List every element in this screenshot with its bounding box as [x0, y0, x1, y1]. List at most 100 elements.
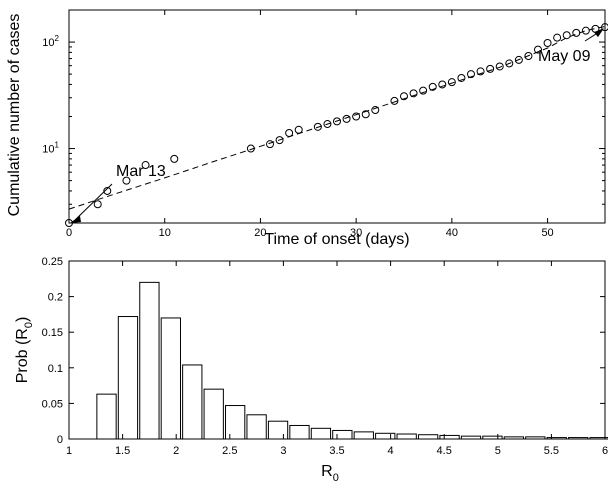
x-tick-label: 1: [66, 445, 72, 457]
bar: [503, 436, 525, 440]
data-point: [601, 23, 608, 32]
cases-plot-frame: [68, 9, 606, 224]
data-point: [93, 200, 102, 209]
tick-exponent: 1: [55, 141, 60, 150]
data-point: [266, 140, 274, 149]
probability-panel: 1 1.5 2 2.5 3 3.5 4 4.5 5 5.5 6 0 0.05 0.1 0.15 0.2 0.2…: [14, 256, 608, 484]
data-point: [400, 92, 408, 101]
data-point: [534, 45, 542, 54]
annotation-arrow-line: [72, 183, 113, 223]
tick-base: 10: [42, 37, 54, 49]
data-point: [514, 55, 523, 64]
x-axis-title-subscript: 0: [333, 472, 339, 484]
data-point: [294, 125, 303, 134]
x-tick-label: 6: [602, 445, 608, 457]
data-point: [285, 128, 294, 137]
x-axis-ticks: 0 10 20 30 40 50: [66, 10, 554, 239]
x-tick-label: 3.5: [329, 445, 344, 457]
y-tick-label: 0.05: [42, 398, 63, 410]
bar: [203, 388, 224, 440]
bar: [525, 436, 546, 440]
data-point: [361, 110, 370, 119]
data-point: [505, 59, 514, 68]
x-tick-label: 30: [350, 227, 362, 239]
x-tick-label: 5.5: [544, 445, 559, 457]
tick-base: 10: [42, 144, 54, 156]
bar: [439, 434, 460, 440]
x-tick-label: 4.5: [437, 445, 452, 457]
fit-line: [68, 26, 606, 210]
bars-layer: [96, 281, 608, 440]
data-point: [275, 136, 284, 145]
y-tick-label: 0.25: [42, 256, 63, 268]
bar: [160, 317, 181, 440]
data-point: [342, 114, 351, 123]
data-point: [562, 31, 571, 40]
data-point: [553, 33, 562, 42]
fit-line-layer: [68, 26, 606, 210]
x-tick-label: 1.5: [115, 445, 130, 457]
y-tick-label: 0: [57, 434, 63, 446]
x-tick-label: 5: [495, 445, 501, 457]
y-axis-title: Prob (R0): [14, 317, 35, 384]
bar: [460, 435, 482, 440]
data-point: [486, 64, 495, 73]
bar: [482, 435, 503, 440]
y-tick-label: 102: [42, 34, 59, 49]
data-point: [390, 96, 399, 105]
bar: [332, 429, 353, 440]
data-point: [467, 70, 475, 79]
bar: [182, 364, 203, 440]
bar: [568, 437, 589, 440]
y-axis-title-main: Prob (R: [14, 328, 31, 383]
data-point: [438, 80, 447, 89]
data-point: [333, 117, 341, 126]
bar: [96, 393, 117, 440]
data-point: [371, 106, 380, 115]
data-point: [122, 176, 131, 185]
bar: [246, 414, 267, 440]
bar: [353, 431, 374, 440]
data-point: [543, 38, 552, 47]
bar: [589, 437, 608, 440]
data-point: [323, 120, 332, 129]
x-tick-label: 0: [66, 227, 72, 239]
data-point: [572, 28, 581, 37]
x-tick-label: 2: [173, 445, 179, 457]
bar: [546, 437, 567, 440]
data-point: [524, 51, 533, 60]
x-axis-title: Time of onset (days): [264, 231, 409, 248]
bar: [417, 434, 439, 440]
x-axis-title: R0: [321, 463, 339, 484]
data-point: [352, 112, 361, 121]
bar: [289, 424, 310, 440]
x-axis-ticks: 1 1.5 2 2.5 3 3.5 4 4.5 5 5.5 6: [66, 261, 608, 457]
x-tick-label: 4: [388, 445, 394, 457]
y-axis-title-subscript: 0: [23, 322, 35, 328]
data-point: [476, 67, 485, 76]
x-axis-title-main: R: [321, 463, 333, 480]
data-point: [103, 186, 112, 195]
tick-exponent: 2: [55, 34, 60, 43]
x-tick-label: 20: [254, 227, 266, 239]
annotation-arrowhead: [70, 216, 81, 223]
data-point: [581, 26, 590, 35]
x-tick-label: 2.5: [222, 445, 237, 457]
annotation-label: Mar 13: [116, 163, 166, 180]
y-tick-label: 0.2: [48, 292, 63, 304]
bar: [139, 281, 160, 440]
data-point: [428, 82, 437, 91]
bar: [267, 420, 289, 440]
annotation-arrowhead: [594, 28, 604, 38]
bar: [117, 316, 139, 440]
x-tick-label: 50: [541, 227, 553, 239]
bar: [375, 432, 396, 440]
y-axis-title-close: ): [14, 317, 31, 322]
y-tick-label: 0.1: [48, 363, 63, 375]
data-point: [313, 122, 322, 131]
bar: [225, 405, 246, 440]
y-axis-title: Cumulative number of cases: [6, 14, 23, 217]
annotations-layer: Mar 13 May 09: [70, 28, 604, 223]
